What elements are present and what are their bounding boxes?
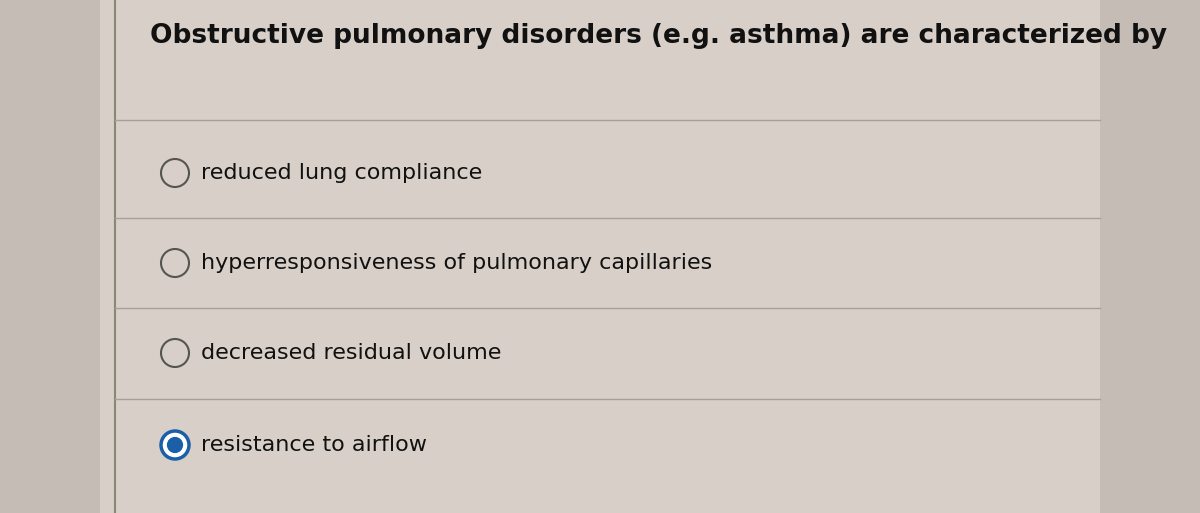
Circle shape xyxy=(161,249,190,277)
Text: reduced lung compliance: reduced lung compliance xyxy=(202,163,482,183)
Circle shape xyxy=(161,339,190,367)
Text: hyperresponsiveness of pulmonary capillaries: hyperresponsiveness of pulmonary capilla… xyxy=(202,253,713,273)
Text: Obstructive pulmonary disorders (e.g. asthma) are characterized by: Obstructive pulmonary disorders (e.g. as… xyxy=(150,23,1168,49)
Circle shape xyxy=(161,159,190,187)
Circle shape xyxy=(167,437,184,453)
Bar xyxy=(100,0,1100,513)
Text: decreased residual volume: decreased residual volume xyxy=(202,343,502,363)
Text: resistance to airflow: resistance to airflow xyxy=(202,435,427,455)
Circle shape xyxy=(161,431,190,459)
